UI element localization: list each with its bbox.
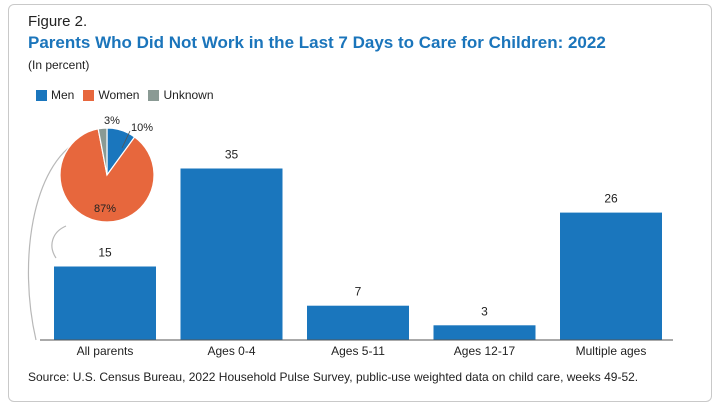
legend-label-unknown: Unknown bbox=[163, 88, 214, 102]
chart-subtitle: (In percent) bbox=[28, 58, 90, 72]
pie-slice-unknown bbox=[97, 127, 108, 176]
legend-swatch-women bbox=[83, 89, 95, 101]
category-label-3: Ages 12-17 bbox=[454, 344, 516, 358]
category-label-4: Multiple ages bbox=[576, 344, 647, 358]
legend-item-women: Women bbox=[83, 88, 139, 102]
pie-leader-men bbox=[121, 130, 131, 149]
bar-4 bbox=[560, 212, 662, 340]
legend: Men Women Unknown bbox=[36, 88, 223, 102]
bar-value-label-2: 7 bbox=[355, 285, 362, 299]
chart-title: Parents Who Did Not Work in the Last 7 D… bbox=[28, 33, 606, 52]
bar-value-label-4: 26 bbox=[604, 192, 618, 206]
source-note: Source: U.S. Census Bureau, 2022 Househo… bbox=[28, 370, 639, 384]
bar-0 bbox=[54, 266, 156, 340]
category-label-1: Ages 0-4 bbox=[207, 344, 255, 358]
pie-label-men: 10% bbox=[131, 122, 153, 134]
legend-swatch-men bbox=[36, 89, 47, 101]
category-label-0: All parents bbox=[77, 344, 134, 358]
connector-line-inner bbox=[51, 225, 67, 259]
bar-value-label-0: 15 bbox=[98, 246, 112, 260]
bar-3 bbox=[433, 325, 536, 340]
legend-item-unknown: Unknown bbox=[148, 88, 214, 102]
legend-label-men: Men bbox=[51, 88, 75, 102]
bar-2 bbox=[307, 305, 409, 340]
legend-item-men: Men bbox=[36, 88, 74, 102]
legend-label-women: Women bbox=[98, 88, 140, 102]
pie-label-women: 87% bbox=[94, 203, 116, 215]
pie-label-unknown: 3% bbox=[104, 115, 120, 127]
bar-1 bbox=[180, 168, 283, 340]
bar-value-label-3: 3 bbox=[481, 304, 488, 318]
connector-line-outer bbox=[27, 139, 81, 341]
figure-label: Figure 2. bbox=[28, 13, 88, 30]
pie-slice-women bbox=[59, 128, 155, 223]
category-label-2: Ages 5-11 bbox=[331, 344, 385, 358]
bar-value-label-1: 35 bbox=[225, 148, 239, 162]
legend-swatch-unknown bbox=[148, 89, 160, 101]
